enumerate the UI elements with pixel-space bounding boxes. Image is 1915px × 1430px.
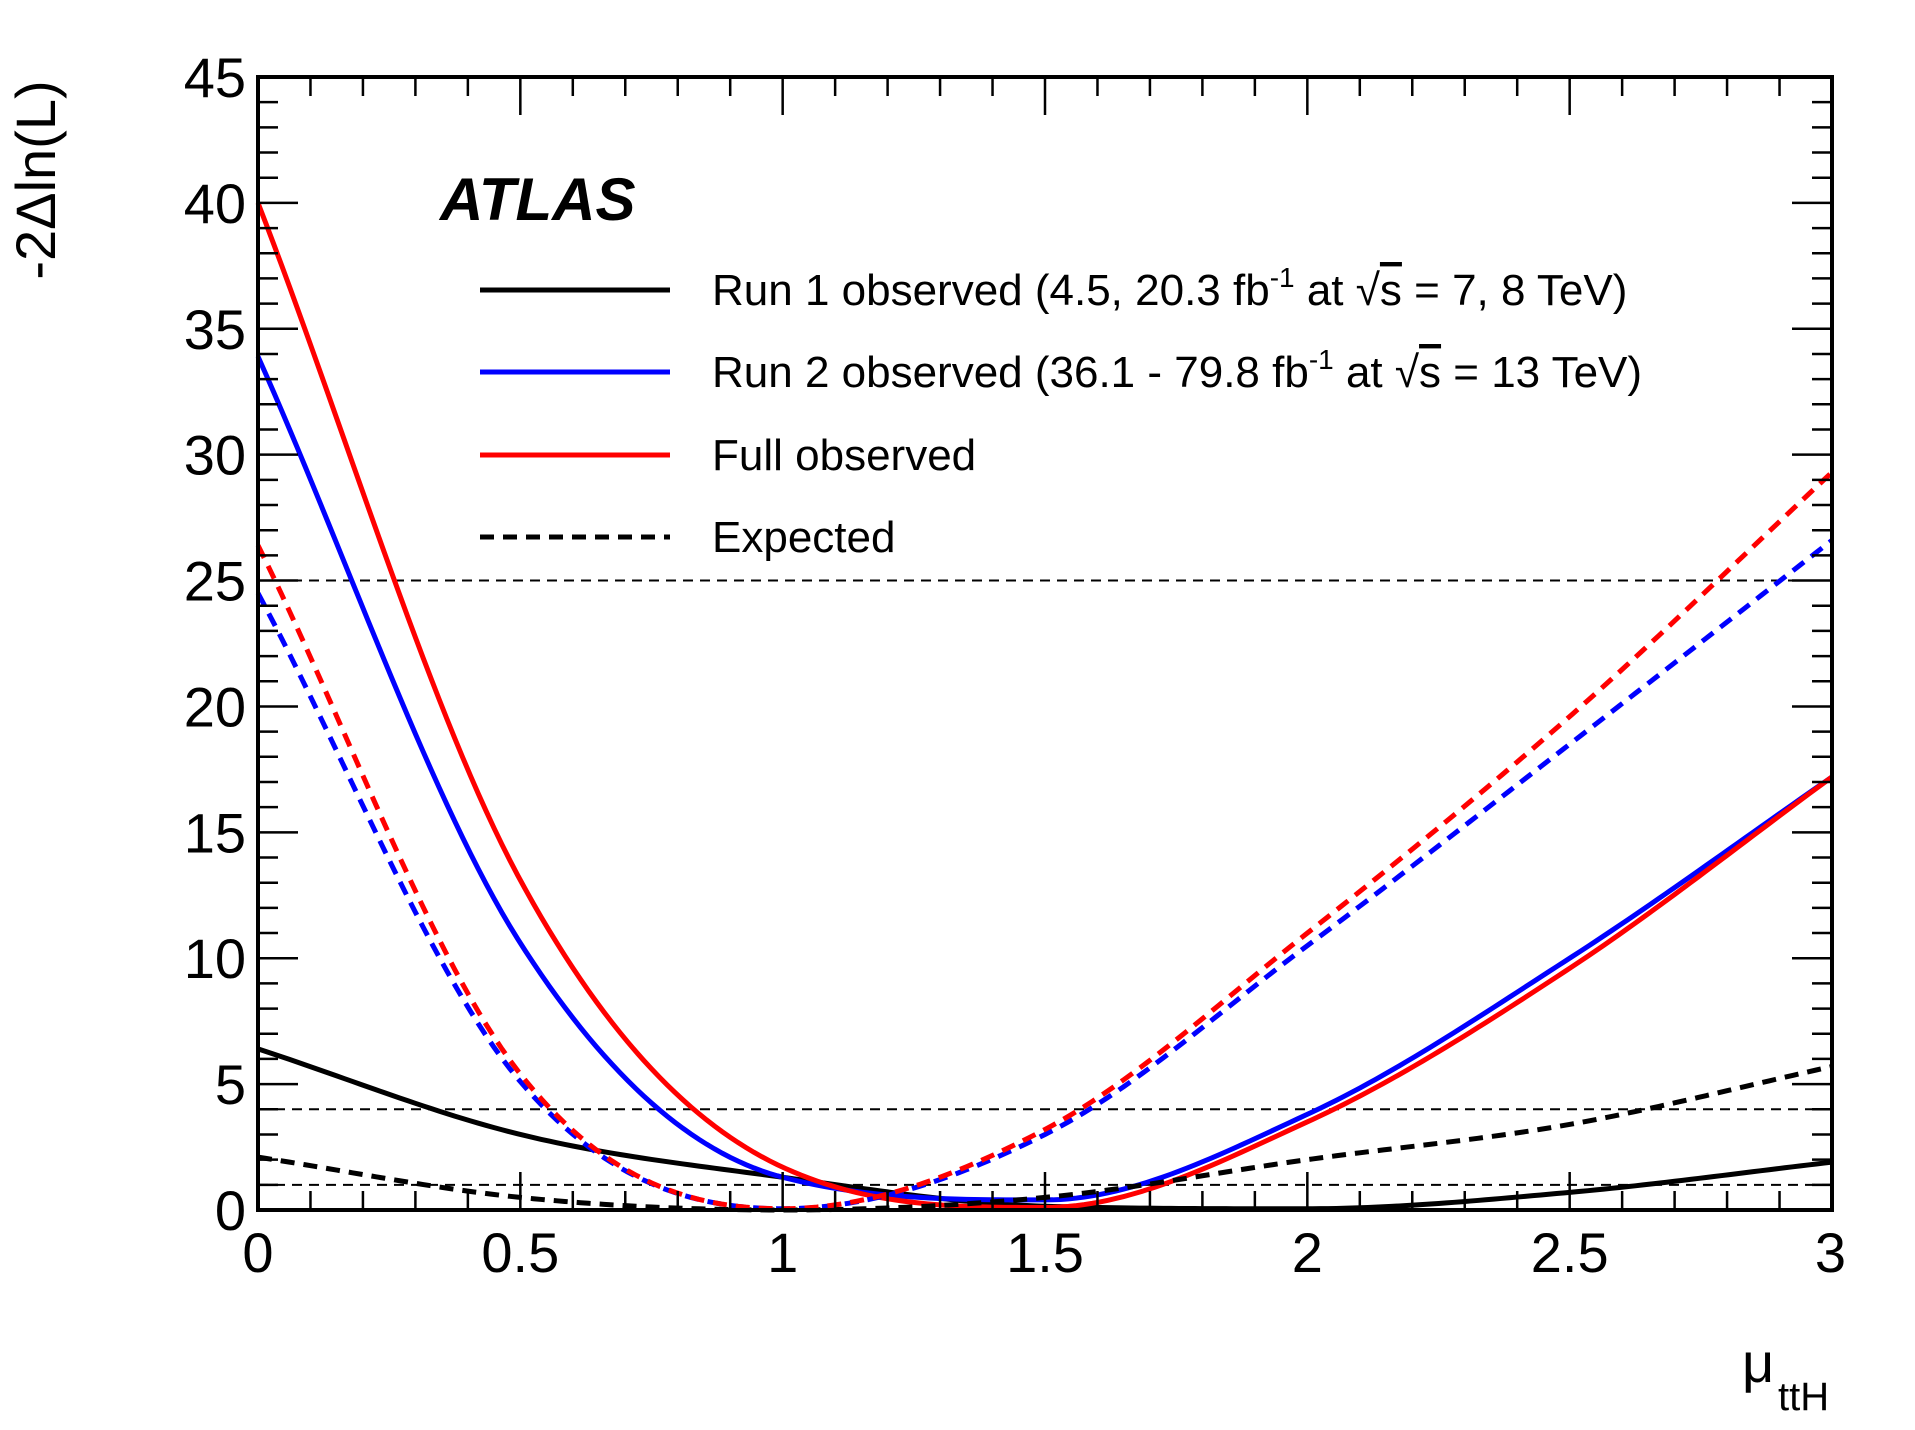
y-tick-label: 5 — [215, 1053, 246, 1116]
x-axis-ticks — [256, 77, 1834, 1210]
y-axis-title: -2Δln(L) — [4, 80, 67, 279]
x-tick-label: 1 — [767, 1221, 798, 1284]
atlas-label: ATLAS — [438, 166, 636, 233]
y-tick-label: 45 — [184, 46, 246, 109]
x-axis-title: μ ttH — [1742, 1331, 1829, 1419]
y-tick-label: 20 — [184, 675, 246, 738]
x-tick-label: 2 — [1292, 1221, 1323, 1284]
legend-label-expected: Expected — [712, 513, 895, 562]
curve-full-expected — [255, 470, 1834, 1212]
x-axis-title-sub: ttH — [1778, 1375, 1829, 1419]
y-axis-ticks — [258, 75, 1832, 1212]
plot-border — [256, 75, 1834, 1212]
x-tick-label: 2.5 — [1531, 1221, 1609, 1284]
x-tick-label: 0 — [242, 1221, 273, 1284]
legend-label-full: Full observed — [712, 431, 976, 480]
x-axis-tick-labels: 0 0.5 1 1.5 2 2.5 3 — [242, 1221, 1846, 1284]
y-tick-label: 35 — [184, 298, 246, 361]
y-tick-label: 15 — [184, 801, 246, 864]
x-tick-label: 1.5 — [1006, 1221, 1084, 1284]
x-tick-label: 3 — [1815, 1221, 1846, 1284]
y-tick-label: 25 — [184, 550, 246, 613]
x-tick-label: 0.5 — [481, 1221, 559, 1284]
legend-label-run2: Run 2 observed (36.1 - 79.8 fb-1 at √s =… — [712, 344, 1642, 397]
x-axis-title-main: μ — [1742, 1331, 1774, 1394]
plot-frame — [256, 75, 1834, 1212]
y-tick-label: 30 — [184, 424, 246, 487]
reference-lines — [258, 579, 1832, 1186]
y-axis-tick-labels: 0 5 10 15 20 25 30 35 40 45 — [184, 46, 246, 1242]
y-tick-label: 10 — [184, 927, 246, 990]
curve-run-2-observed — [255, 355, 1834, 1203]
legend: Run 1 observed (4.5, 20.3 fb-1 at √s = 7… — [480, 262, 1642, 562]
curve-run-2-expected — [255, 538, 1834, 1212]
legend-label-run1: Run 1 observed (4.5, 20.3 fb-1 at √s = 7… — [712, 262, 1627, 315]
y-tick-label: 0 — [215, 1179, 246, 1242]
y-tick-label: 40 — [184, 172, 246, 235]
